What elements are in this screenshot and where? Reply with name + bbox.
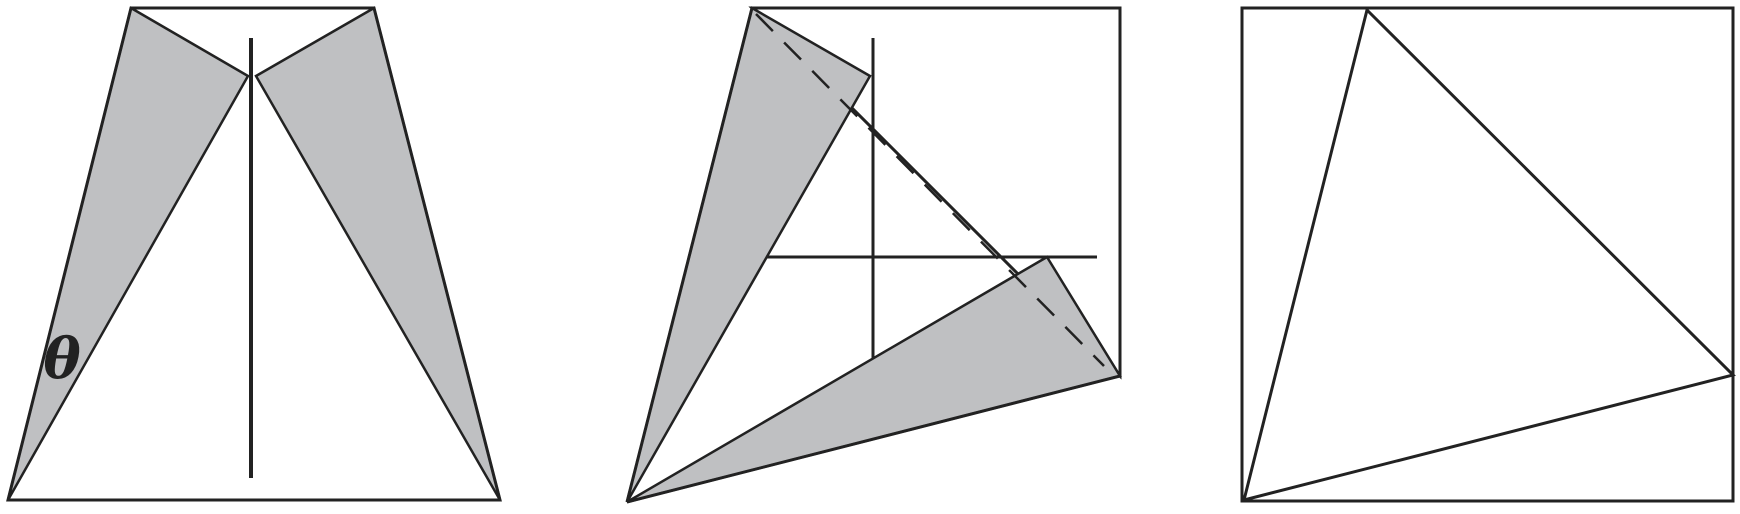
panel-2-bottom-edge [626, 374, 1121, 504]
panel-1: θ [6, 6, 502, 502]
panel-1-right-shaded-flap [254, 6, 502, 501]
panel-3 [1240, 6, 1736, 503]
panel-2-left-edge [625, 7, 754, 503]
panel-1-theta-label: θ [43, 326, 81, 392]
panel-1-left-shaded-flap [6, 6, 250, 501]
panel-1-trapezoid-outline [6, 6, 502, 502]
panel-2-dashed-diagonal [755, 13, 1105, 367]
panel-2 [625, 6, 1122, 504]
panel-3-square-outline [1240, 6, 1735, 503]
panel-3-inscribed-triangle [1241, 7, 1736, 503]
